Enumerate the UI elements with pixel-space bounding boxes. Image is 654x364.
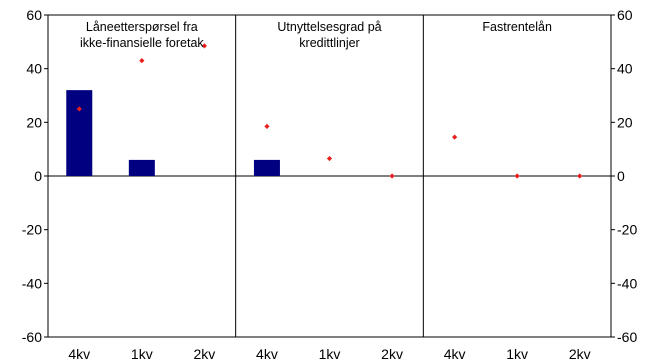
bar xyxy=(128,159,155,176)
y-tick-label-left: 0 xyxy=(34,168,42,184)
y-tick-label-left: 20 xyxy=(26,114,42,130)
labels-layer: 60 60 40 40 20 20 0 0 -20 -20 -40 -40 -60 -60 Låneette… xyxy=(22,7,638,362)
marker xyxy=(514,173,520,179)
x-tick-label: 1kv xyxy=(319,346,341,362)
marker xyxy=(201,43,207,49)
marker xyxy=(139,58,145,64)
y-tick-label-right: 40 xyxy=(617,61,633,77)
y-tick-label-right: -60 xyxy=(617,329,637,345)
bars-layer xyxy=(66,90,280,176)
y-tick-label-left: -40 xyxy=(22,275,42,291)
x-tick-label: 2kv xyxy=(569,346,591,362)
x-tick-label: 2kv xyxy=(193,346,215,362)
x-tick-label: 4kv xyxy=(68,346,90,362)
bar xyxy=(253,159,280,176)
marker xyxy=(326,155,333,162)
marker xyxy=(389,173,395,179)
x-tick-label: 2kv xyxy=(381,346,403,362)
markers-layer xyxy=(76,43,583,179)
y-tick-label-left: -20 xyxy=(22,222,42,238)
x-tick-label: 4kv xyxy=(444,346,466,362)
panel-title-line: Fastrentelån xyxy=(482,20,552,34)
y-tick-label-left: 40 xyxy=(26,61,42,77)
marker xyxy=(452,134,458,140)
panel-title-line: kredittlinjer xyxy=(299,36,359,50)
marker xyxy=(577,173,583,179)
panel-title-line: Utnyttelsesgrad på xyxy=(277,20,381,34)
panel-title-line: ikke-finansielle foretak xyxy=(80,36,204,50)
x-tick-label: 4kv xyxy=(256,346,278,362)
y-tick-label-right: 0 xyxy=(617,168,625,184)
x-tick-label: 1kv xyxy=(131,346,153,362)
y-tick-label-right: 60 xyxy=(617,7,633,23)
marker xyxy=(76,106,82,112)
panel-title-line: Låneetterspørsel fra xyxy=(86,20,198,34)
y-tick-label-left: 60 xyxy=(26,7,42,23)
y-tick-label-right: -20 xyxy=(617,222,637,238)
y-tick-label-right: -40 xyxy=(617,275,637,291)
marker xyxy=(264,123,270,129)
y-tick-label-left: -60 xyxy=(22,329,42,345)
y-tick-label-right: 20 xyxy=(617,114,633,130)
bar xyxy=(66,90,93,176)
x-tick-label: 1kv xyxy=(506,346,528,362)
